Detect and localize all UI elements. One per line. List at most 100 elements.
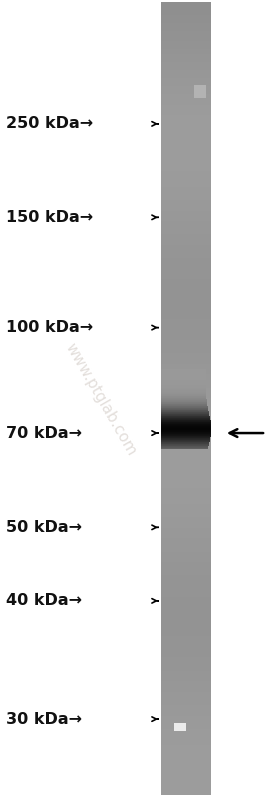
Bar [161, 745, 211, 747]
Bar [161, 377, 211, 380]
Bar [161, 692, 211, 694]
Bar [161, 678, 211, 682]
Bar [161, 478, 211, 480]
Bar [161, 451, 211, 454]
Bar [161, 578, 211, 581]
Bar [161, 626, 211, 628]
Text: 150 kDa→: 150 kDa→ [6, 210, 93, 225]
Bar [161, 155, 211, 157]
Bar [161, 210, 211, 213]
Bar [161, 36, 211, 38]
Bar [161, 22, 211, 26]
Bar [161, 226, 211, 229]
Bar [161, 639, 211, 642]
Bar [161, 551, 211, 555]
Bar [161, 512, 211, 515]
Bar [161, 343, 211, 345]
Bar [161, 499, 211, 502]
Bar [161, 573, 211, 575]
Bar [161, 329, 211, 332]
Bar [161, 345, 211, 348]
Bar [161, 102, 211, 105]
Bar [161, 89, 211, 92]
Bar [161, 272, 211, 274]
Bar [161, 607, 211, 610]
Bar [161, 380, 211, 383]
Bar [161, 456, 211, 459]
Bar [161, 52, 211, 54]
Bar [161, 567, 211, 570]
Bar [161, 710, 211, 713]
Bar [161, 698, 211, 700]
Bar [161, 46, 211, 50]
Bar [161, 591, 211, 594]
Bar [161, 753, 211, 755]
Bar [161, 729, 211, 732]
Bar [161, 491, 211, 494]
Bar [161, 163, 211, 165]
Text: 250 kDa→: 250 kDa→ [6, 117, 93, 131]
Bar [161, 766, 211, 769]
Bar [161, 274, 211, 276]
Bar [161, 644, 211, 647]
Bar [161, 367, 211, 369]
Bar [161, 747, 211, 750]
Bar [161, 531, 211, 533]
Bar [161, 613, 211, 615]
Bar [161, 440, 211, 443]
Bar [161, 660, 211, 663]
Bar [161, 18, 211, 20]
Bar [161, 528, 211, 531]
Bar [161, 589, 211, 591]
Bar [161, 496, 211, 499]
Bar [161, 755, 211, 758]
Bar [161, 105, 211, 107]
Bar [161, 157, 211, 161]
Bar [161, 634, 211, 636]
Bar [161, 372, 211, 375]
Bar [161, 147, 211, 149]
Bar [161, 189, 211, 192]
Bar [161, 781, 211, 785]
Bar [161, 359, 211, 361]
Bar [161, 224, 211, 226]
Bar [161, 734, 211, 737]
Bar [161, 58, 211, 60]
Bar [161, 668, 211, 670]
Bar [161, 242, 211, 245]
Bar [161, 203, 211, 205]
Bar [161, 684, 211, 686]
Bar [161, 280, 211, 282]
Bar [161, 739, 211, 742]
Bar [161, 676, 211, 678]
Bar [161, 724, 211, 726]
Bar [161, 319, 211, 322]
Bar [161, 517, 211, 520]
Bar [161, 557, 211, 559]
Bar [161, 213, 211, 216]
Bar [161, 139, 211, 141]
Bar [161, 234, 211, 237]
Bar [161, 141, 211, 145]
Bar [161, 300, 211, 303]
Bar [161, 145, 211, 147]
Bar [161, 541, 211, 544]
Bar [161, 335, 211, 337]
Bar [161, 240, 211, 242]
Bar [161, 409, 211, 411]
Bar [161, 774, 211, 777]
Bar [161, 131, 211, 133]
Bar [161, 153, 211, 155]
Bar [161, 187, 211, 189]
Bar [161, 303, 211, 306]
Bar [161, 10, 211, 12]
Bar [161, 565, 211, 567]
Bar [161, 2, 211, 4]
Bar [161, 324, 211, 327]
Bar [161, 260, 211, 264]
Bar [161, 602, 211, 605]
Bar [161, 149, 211, 153]
Bar [161, 425, 211, 427]
Bar [161, 448, 211, 451]
Bar [161, 266, 211, 268]
